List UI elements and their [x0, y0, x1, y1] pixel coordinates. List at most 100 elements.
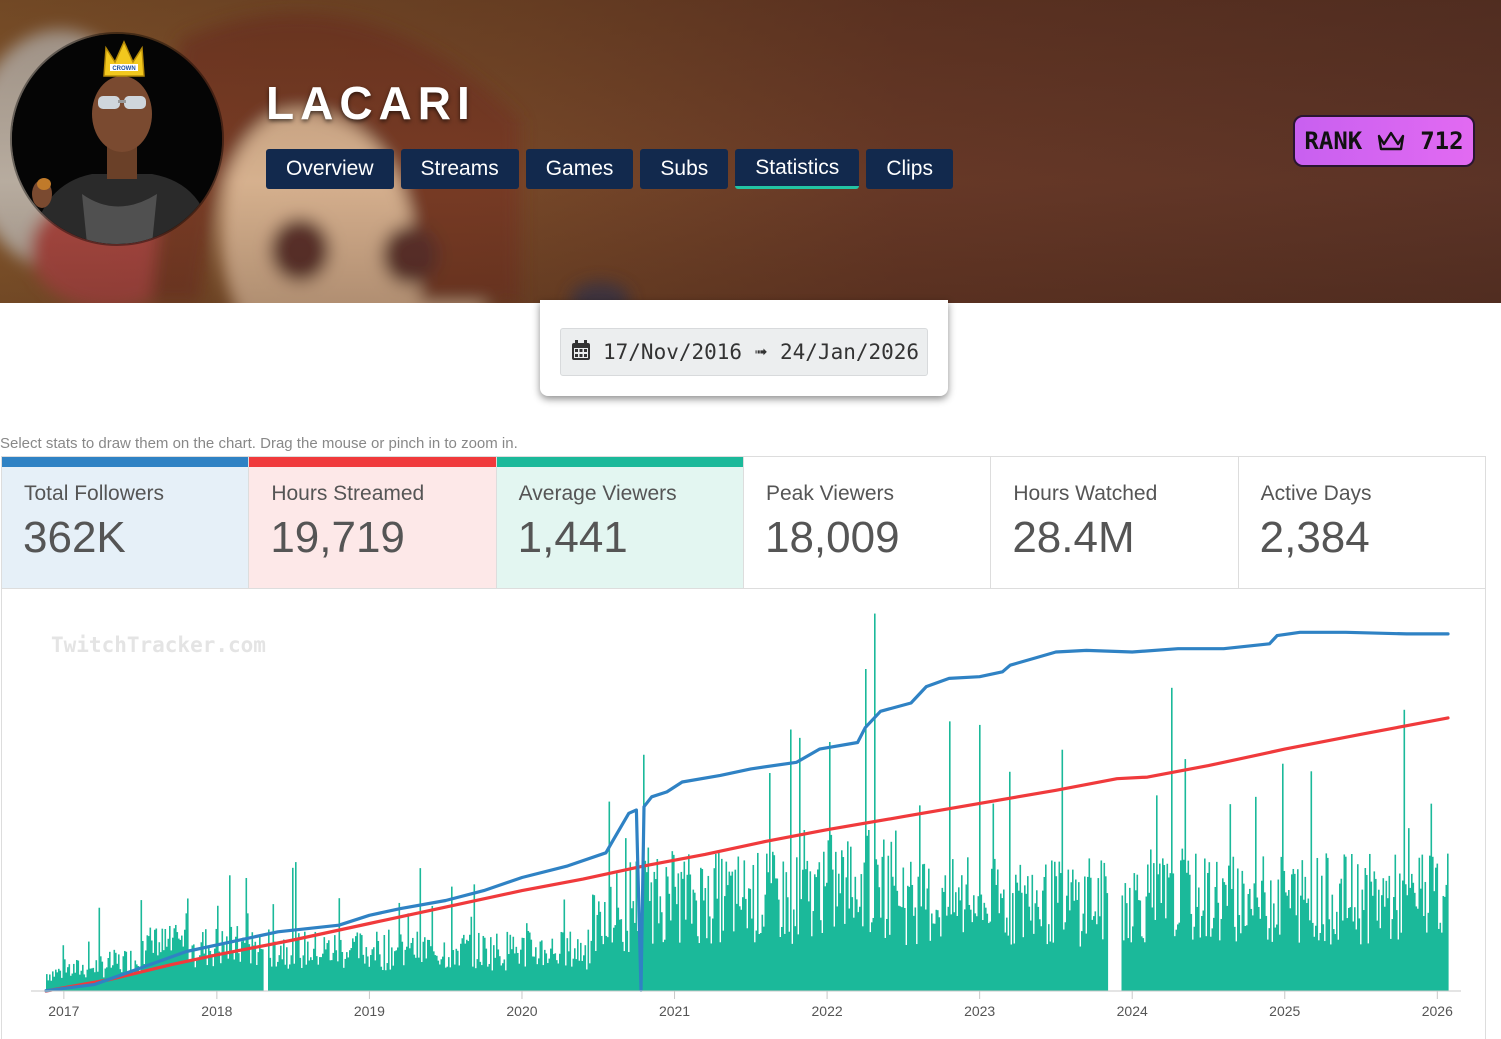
- average-viewers-bar: [1060, 873, 1062, 991]
- rank-badge[interactable]: RANK 712: [1293, 115, 1475, 167]
- average-viewers-bar: [1444, 896, 1446, 991]
- average-viewers-bar: [115, 952, 117, 991]
- average-viewers-bar: [53, 976, 56, 991]
- average-viewers-bar: [125, 951, 128, 991]
- average-viewers-bar: [713, 868, 716, 991]
- average-viewers-bar: [373, 947, 375, 991]
- average-viewers-bar: [808, 901, 810, 991]
- average-viewers-bar: [389, 969, 392, 991]
- average-viewers-bar: [1129, 887, 1131, 991]
- average-viewers-bar: [1273, 903, 1275, 991]
- average-viewers-bar: [961, 875, 963, 991]
- tab-statistics[interactable]: Statistics: [735, 149, 860, 189]
- average-viewers-bar: [518, 963, 521, 991]
- average-viewers-bar: [1006, 917, 1008, 991]
- average-viewers-bar: [442, 956, 444, 991]
- tab-subs[interactable]: Subs: [640, 149, 729, 189]
- stat-average-viewers[interactable]: Average Viewers 1,441: [496, 457, 744, 588]
- average-viewers-bar: [868, 830, 870, 991]
- tab-overview[interactable]: Overview: [266, 149, 394, 189]
- average-viewers-bar: [298, 933, 300, 991]
- average-viewers-bar: [173, 928, 176, 991]
- average-viewers-bar: [1171, 687, 1173, 991]
- average-viewers-bar: [703, 900, 705, 991]
- average-viewers-bar: [523, 937, 525, 991]
- total-followers-line: [44, 630, 1450, 993]
- average-viewers-bar: [1364, 868, 1367, 991]
- date-range-card: 17/Nov/2016 ➟ 24/Jan/2026: [540, 300, 948, 396]
- stat-peak-viewers[interactable]: Peak Viewers 18,009: [744, 457, 992, 588]
- average-viewers-bar: [1405, 884, 1407, 991]
- average-viewers-bar: [812, 911, 815, 991]
- average-viewers-bar: [976, 916, 978, 991]
- average-viewers-bar: [1418, 857, 1421, 991]
- average-viewers-bar: [947, 906, 950, 991]
- average-viewers-bar: [439, 964, 441, 991]
- average-viewers-bar: [340, 939, 342, 991]
- average-viewers-bar: [998, 913, 1001, 991]
- average-viewers-bar: [1127, 938, 1130, 991]
- tab-games[interactable]: Games: [525, 149, 634, 189]
- average-viewers-bar: [908, 886, 911, 991]
- stat-total-followers[interactable]: Total Followers 362K: [2, 457, 250, 588]
- average-viewers-bar: [367, 956, 369, 991]
- average-viewers-bar: [52, 971, 54, 991]
- average-viewers-bar: [655, 879, 657, 991]
- average-viewers-bar: [832, 869, 834, 991]
- average-viewers-bar: [1435, 867, 1437, 991]
- average-viewers-bar: [206, 965, 209, 991]
- average-viewers-bar: [806, 860, 809, 991]
- average-viewers-bar: [944, 875, 947, 991]
- average-viewers-bar: [403, 965, 405, 991]
- average-viewers-bar: [1438, 928, 1440, 991]
- average-viewers-bar: [1097, 878, 1100, 991]
- average-viewers-bar: [89, 968, 92, 991]
- average-viewers-bar: [1312, 922, 1314, 991]
- chart-lines: [44, 630, 1450, 993]
- average-viewers-bar: [149, 927, 152, 991]
- average-viewers-bar: [923, 863, 926, 991]
- average-viewers-bar: [1043, 876, 1046, 991]
- average-viewers-bar: [1082, 913, 1085, 991]
- average-viewers-bar: [605, 935, 608, 991]
- average-viewers-bar: [1409, 887, 1412, 991]
- average-viewers-bar: [565, 965, 567, 991]
- average-viewers-bar: [236, 926, 239, 991]
- average-viewers-bar: [58, 968, 60, 991]
- average-viewers-bar: [881, 856, 884, 991]
- average-viewers-bar: [1286, 895, 1289, 991]
- average-viewers-bar: [829, 741, 831, 991]
- average-viewers-bar: [1430, 803, 1433, 991]
- average-viewers-bar: [497, 949, 500, 991]
- average-viewers-bar: [604, 902, 606, 991]
- average-viewers-bar: [943, 891, 945, 991]
- average-viewers-bar: [794, 926, 797, 991]
- average-viewers-bar: [208, 947, 210, 991]
- average-viewers-bar: [1277, 879, 1280, 991]
- average-viewers-bar: [1072, 869, 1074, 991]
- stat-hours-watched[interactable]: Hours Watched 28.4M: [991, 457, 1239, 588]
- average-viewers-bar: [1193, 926, 1196, 991]
- average-viewers-bar: [796, 857, 798, 991]
- average-viewers-bar: [1208, 862, 1211, 991]
- stat-hours-streamed[interactable]: Hours Streamed 19,719: [249, 457, 497, 588]
- average-viewers-bar: [766, 853, 768, 991]
- stat-active-days[interactable]: Active Days 2,384: [1239, 457, 1485, 588]
- x-tick-label: 2021: [659, 1003, 690, 1019]
- average-viewers-bar: [406, 946, 408, 991]
- average-viewers-bar: [590, 940, 593, 991]
- average-viewers-bar: [308, 960, 311, 991]
- date-range-picker[interactable]: 17/Nov/2016 ➟ 24/Jan/2026: [560, 328, 928, 376]
- stat-label: Active Days: [1260, 482, 1372, 505]
- average-viewers-bar: [584, 945, 587, 991]
- stats-chart[interactable]: TwitchTracker.com 2017 2018 2019 2020 2021 20…: [1, 589, 1486, 1039]
- tab-clips[interactable]: Clips: [866, 149, 953, 189]
- average-viewers-bar: [140, 900, 143, 991]
- average-viewers-bar: [527, 930, 530, 991]
- average-viewers-bar: [1018, 890, 1020, 991]
- average-viewers-bar: [1013, 943, 1016, 991]
- tab-streams[interactable]: Streams: [400, 149, 519, 189]
- average-viewers-bar: [446, 966, 449, 991]
- average-viewers-bar: [1357, 864, 1359, 991]
- average-viewers-bar: [889, 934, 891, 991]
